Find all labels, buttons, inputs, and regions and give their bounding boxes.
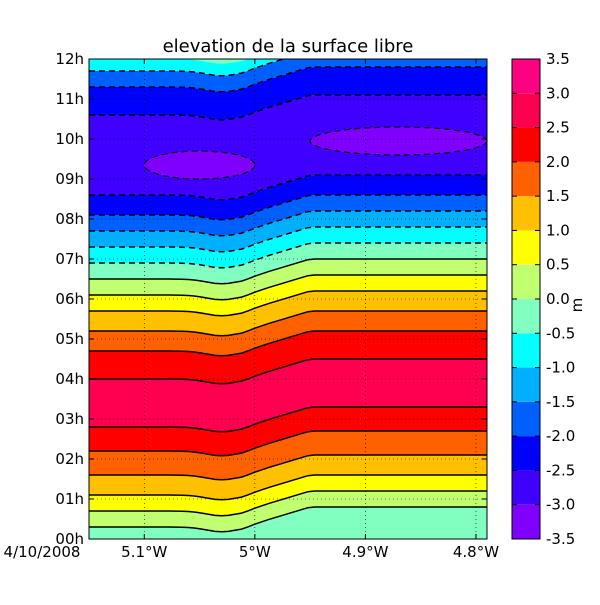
colorbar-swatch-2 (512, 436, 540, 471)
elevation-band-15 (89, 195, 487, 236)
contour-line-13 (89, 242, 487, 269)
x-axis-date-label: 4/10/2008 (4, 543, 81, 561)
x-tick-label-0: 5.1°W (121, 543, 167, 561)
y-tick-label-6: 06h (55, 290, 84, 308)
elevation-band-10 (89, 275, 487, 316)
x-tick-label-3: 4.8°W (453, 543, 499, 561)
contour-line-5 (89, 430, 487, 457)
y-tick-label-4: 04h (55, 370, 84, 388)
contour-line-18 (89, 94, 487, 121)
colorbar-tick-label-4: 1.5 (546, 187, 570, 205)
colorbar-swatch-8 (512, 230, 540, 265)
elevation-band-8 (89, 311, 487, 356)
y-axis: 00h 01h 02h 03h 04h 05h 06h 07h 08h 09h 10h 11h 12h (55, 50, 487, 548)
y-tick-label-7: 07h (55, 250, 84, 268)
colorbar-swatch-12 (512, 93, 540, 128)
colorbar-swatch-4 (512, 367, 540, 402)
colorbar-tick-label-12: -2.5 (546, 461, 575, 479)
elevation-band-18 (89, 67, 487, 120)
contour-line-7 (89, 358, 487, 385)
colorbar-swatch-6 (512, 299, 540, 334)
elevation-band-14 (89, 211, 487, 252)
contour-line-10 (89, 290, 487, 317)
colorbar-swatch-7 (512, 264, 540, 299)
contour-line-12 (89, 258, 487, 285)
minimum-patch-1 (309, 126, 487, 156)
elevation-band-3 (89, 455, 487, 500)
y-tick-label-5: 05h (55, 330, 84, 348)
colorbar-swatch-11 (512, 127, 540, 162)
colorbar-tick-label-13: -3.0 (546, 496, 575, 514)
contour-line-9 (89, 310, 487, 337)
colorbar-tick-label-5: 1.0 (546, 221, 570, 239)
chart-title: elevation de la surface libre (163, 36, 414, 57)
colorbar-swatch-9 (512, 196, 540, 231)
contour-line-17 (89, 174, 487, 201)
grid-lines (89, 58, 487, 540)
plot-area (89, 59, 487, 539)
colorbar-frame (511, 58, 541, 540)
elevation-band-4 (89, 431, 487, 480)
elevation-band-11 (89, 259, 487, 300)
colorbar-swatch-3 (512, 401, 540, 437)
contour-line-6 (89, 406, 487, 433)
colorbar-tick-label-6: 0.5 (546, 256, 570, 274)
elevation-band-9 (89, 291, 487, 336)
colorbar-swatch-0 (512, 504, 540, 539)
elevation-band-1 (89, 491, 487, 532)
elevation-band-20 (89, 59, 284, 76)
elevation-band-6 (89, 359, 487, 432)
x-axis: 5.1°W 5°W 4.9°W 4.8°W (121, 59, 499, 561)
colorbar-tick-label-11: -2.0 (546, 427, 575, 445)
x-tick-label-1: 5°W (239, 543, 271, 561)
y-tick-label-2: 02h (55, 450, 84, 468)
colorbar: 3.5 3.0 2.5 2.0 1.5 1.0 0.5 0.0 -0.5 -1.0 -1.5 -2.0… (512, 50, 575, 548)
y-tick-label-10: 10h (55, 130, 84, 148)
elevation-band-5 (89, 407, 487, 456)
y-tick-label-8: 08h (55, 210, 84, 228)
y-tick-label-12: 12h (55, 50, 84, 68)
elevation-band-16 (89, 175, 487, 220)
colorbar-tick-label-14: -3.5 (546, 530, 575, 548)
contour-line-19 (89, 66, 487, 93)
colorbar-tick-label-1: 3.0 (546, 84, 570, 102)
colorbar-swatch-5 (512, 333, 540, 368)
minimum-patch-0 (143, 150, 256, 180)
colorbar-tick-label-2: 2.5 (546, 119, 570, 137)
contour-line-15 (89, 210, 487, 237)
contour-line-4 (89, 454, 487, 481)
y-tick-label-9: 09h (55, 170, 84, 188)
elevation-band-12 (89, 243, 487, 284)
colorbar-tick-label-8: -0.5 (546, 324, 575, 342)
x-tick-label-2: 4.9°W (342, 543, 388, 561)
contour-line-1 (89, 506, 487, 533)
y-tick-label-1: 01h (55, 490, 84, 508)
contour-line-16 (89, 194, 487, 221)
contour-line-2 (89, 490, 487, 517)
contour-line-8 (89, 330, 487, 357)
contour-line-14 (89, 226, 487, 253)
elevation-band-19 (89, 59, 487, 92)
colorbar-tick-label-9: -1.0 (546, 359, 575, 377)
colorbar-tick-label-0: 3.5 (546, 50, 570, 68)
colorbar-swatch-13 (512, 59, 540, 94)
elevation-band-7 (89, 331, 487, 384)
elevation-band-2 (89, 475, 487, 516)
colorbar-swatch-10 (512, 161, 540, 197)
y-tick-label-0: 00h (55, 530, 84, 548)
colorbar-label: m (568, 298, 586, 313)
colorbar-swatch-1 (512, 470, 540, 505)
y-tick-label-11: 11h (55, 90, 84, 108)
y-tick-label-3: 03h (55, 410, 84, 428)
colorbar-tick-label-3: 2.0 (546, 153, 570, 171)
contour-line-3 (89, 474, 487, 501)
colorbar-tick-label-7: 0.0 (546, 290, 570, 308)
elevation-band-0 (89, 507, 487, 539)
colorbar-tick-label-10: -1.5 (546, 393, 575, 411)
contour-line-11 (89, 274, 487, 301)
elevation-band-13 (89, 227, 487, 268)
